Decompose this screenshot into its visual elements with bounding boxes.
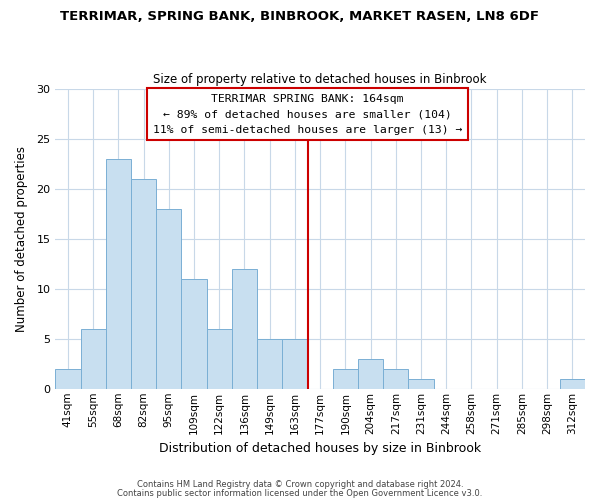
Bar [206, 328, 232, 389]
Text: Contains HM Land Registry data © Crown copyright and database right 2024.: Contains HM Land Registry data © Crown c… [137, 480, 463, 489]
X-axis label: Distribution of detached houses by size in Binbrook: Distribution of detached houses by size … [159, 442, 481, 455]
Bar [181, 278, 206, 389]
Bar [409, 379, 434, 389]
Text: TERRIMAR, SPRING BANK, BINBROOK, MARKET RASEN, LN8 6DF: TERRIMAR, SPRING BANK, BINBROOK, MARKET … [61, 10, 539, 23]
Bar [80, 328, 106, 389]
Y-axis label: Number of detached properties: Number of detached properties [15, 146, 28, 332]
Bar [333, 369, 358, 389]
Bar [283, 338, 308, 389]
Bar [383, 369, 409, 389]
Bar [131, 178, 156, 389]
Bar [156, 208, 181, 389]
Title: Size of property relative to detached houses in Binbrook: Size of property relative to detached ho… [154, 73, 487, 86]
Bar [560, 379, 585, 389]
Bar [257, 338, 283, 389]
Bar [232, 268, 257, 389]
Text: Contains public sector information licensed under the Open Government Licence v3: Contains public sector information licen… [118, 489, 482, 498]
Bar [55, 369, 80, 389]
Bar [358, 358, 383, 389]
Bar [106, 158, 131, 389]
Text: TERRIMAR SPRING BANK: 164sqm
← 89% of detached houses are smaller (104)
11% of s: TERRIMAR SPRING BANK: 164sqm ← 89% of de… [153, 94, 462, 135]
